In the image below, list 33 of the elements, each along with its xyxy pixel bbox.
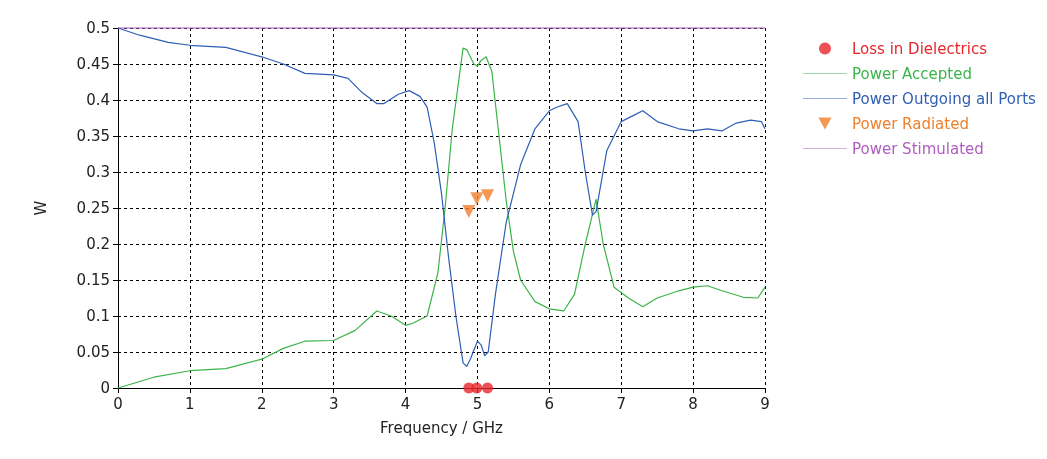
x-tick-label: 7 <box>616 394 626 413</box>
point <box>470 192 484 206</box>
x-tick-label: 8 <box>688 394 698 413</box>
x-tick-label: 0 <box>113 394 123 413</box>
y-tick-label: 0.1 <box>86 307 110 325</box>
y-axis-title: W <box>31 200 50 216</box>
legend-label: Power Outgoing all Ports <box>852 89 1037 108</box>
legend-label: Power Stimulated <box>852 139 984 158</box>
y-tick-label: 0 <box>100 379 110 397</box>
x-tick-label: 2 <box>257 394 267 413</box>
x-tick-label: 3 <box>328 394 339 413</box>
x-tick-label: 1 <box>185 394 195 413</box>
y-tick-label: 0.15 <box>76 271 110 289</box>
y-tick-label: 0.35 <box>76 127 110 145</box>
point <box>471 382 483 394</box>
legend-label: Power Accepted <box>852 64 972 83</box>
x-tick-label: 5 <box>472 394 483 413</box>
point <box>462 205 476 219</box>
point <box>481 189 495 203</box>
y-tick-label: 0.2 <box>86 235 110 253</box>
legend-label: Loss in Dielectrics <box>852 39 988 58</box>
y-tick-label: 0.25 <box>76 199 110 217</box>
legend-label: Power Radiated <box>852 114 969 133</box>
y-tick-label: 0.4 <box>86 91 110 109</box>
y-tick-label: 0.3 <box>86 163 110 181</box>
y-tick-label: 0.05 <box>76 343 110 361</box>
x-tick-label: 9 <box>760 394 770 413</box>
point <box>482 382 494 394</box>
x-axis-title: Frequency / GHz <box>380 418 504 437</box>
y-tick-label: 0.5 <box>86 19 110 37</box>
x-tick-label: 4 <box>400 394 411 413</box>
y-tick-label: 0.45 <box>76 55 110 73</box>
x-tick-label: 6 <box>544 394 555 413</box>
